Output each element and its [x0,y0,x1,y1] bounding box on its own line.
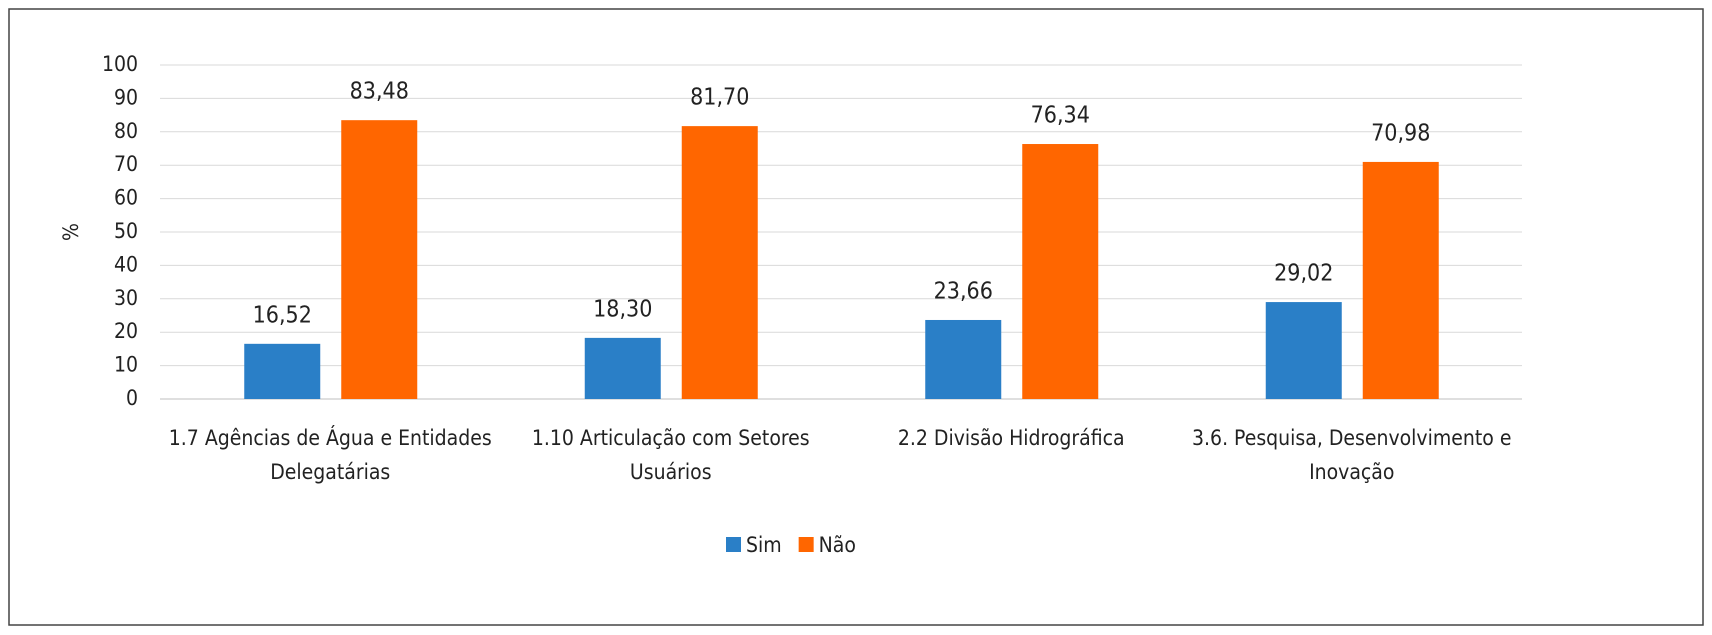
y-tick-label: 0 [126,386,138,410]
x-tick-label: 1.7 Agências de Água e Entidades Delegat… [168,426,492,484]
value-label: 81,70 [690,85,749,111]
y-axis-label: % [59,223,83,241]
legend-swatch [798,537,814,552]
x-tick-label: 2.2 Divisão Hidrográfica [897,426,1125,450]
value-label: 83,48 [350,79,409,105]
bar [1022,144,1099,399]
value-label: 18,30 [593,296,652,322]
bar [244,343,321,399]
x-tick-label: 1.10 Articulação com Setores Usuários [531,426,810,484]
chart-border [8,8,1704,626]
legend-label: Sim [746,533,782,557]
bar [341,120,418,399]
bar [681,126,758,399]
y-tick-label: 60 [114,186,138,210]
x-tick-label: 3.6. Pesquisa, Desenvolvimento e Inovaçã… [1192,426,1512,484]
bar [1265,302,1342,399]
value-label: 16,52 [253,302,312,328]
y-tick-label: 20 [114,319,138,343]
y-tick-label: 80 [114,119,138,143]
y-tick-label: 40 [114,252,138,276]
y-tick-label: 50 [114,219,138,243]
y-tick-label: 70 [114,152,138,176]
bar [584,337,661,399]
y-tick-label: 90 [114,85,138,109]
bar [1362,161,1439,399]
y-tick-label: 10 [114,353,138,377]
value-label: 76,34 [1031,103,1090,129]
y-tick-label: 30 [114,286,138,310]
value-label: 29,02 [1274,261,1333,287]
legend-label: Não [819,533,856,557]
legend-swatch [726,537,741,552]
value-label: 23,66 [934,278,993,304]
bar [925,319,1002,399]
value-label: 70,98 [1371,120,1430,146]
y-tick-label: 100 [102,52,138,76]
